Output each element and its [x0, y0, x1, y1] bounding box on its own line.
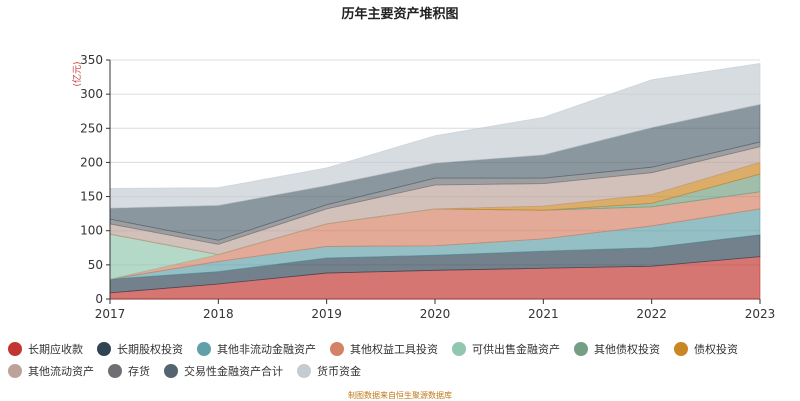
legend-item[interactable]: 其他债权投资	[574, 341, 660, 357]
area-series	[109, 62, 761, 300]
legend-item[interactable]: 其他流动资产	[8, 363, 94, 379]
legend-swatch	[574, 342, 588, 356]
y-tick-label: 300	[80, 87, 103, 101]
y-tick-label: 0	[95, 292, 103, 306]
y-tick-label: 150	[80, 190, 103, 204]
legend-label: 其他流动资产	[28, 365, 94, 378]
legend-item[interactable]: 其他非流动金融资产	[197, 341, 316, 357]
legend-label: 长期股权投资	[117, 343, 183, 356]
legend-item[interactable]: 长期应收款	[8, 341, 83, 357]
area-series-10	[109, 62, 761, 209]
x-tick-label: 2020	[420, 307, 451, 321]
legend-row: 长期应收款 长期股权投资 其他非流动金融资产 其他权益工具投资 可供出售金融资产 其他债权…	[8, 338, 798, 360]
legend-label: 交易性金融资产合计	[184, 365, 283, 378]
legend-swatch	[164, 364, 178, 378]
axes: 0 50 100 150 200 250 300 350 2017 2018 2019 2020 202…	[80, 53, 775, 321]
x-tick-label: 2017	[95, 307, 126, 321]
legend-swatch	[674, 342, 688, 356]
legend-label: 其他非流动金融资产	[217, 343, 316, 356]
x-tick-label: 2023	[745, 307, 776, 321]
legend-swatch	[8, 364, 22, 378]
legend-swatch	[108, 364, 122, 378]
legend-label: 货币资金	[317, 365, 361, 378]
legend-swatch	[452, 342, 466, 356]
legend: 长期应收款 长期股权投资 其他非流动金融资产 其他权益工具投资 可供出售金融资产 其他债权…	[8, 338, 798, 382]
legend-label: 可供出售金融资产	[472, 343, 560, 356]
legend-label: 其他债权投资	[594, 343, 660, 356]
chart-title: 历年主要资产堆积图	[341, 7, 459, 22]
y-tick-label: 200	[80, 155, 103, 169]
legend-swatch	[97, 342, 111, 356]
legend-label: 其他权益工具投资	[350, 343, 438, 356]
legend-item[interactable]: 货币资金	[297, 363, 361, 379]
x-tick-label: 2022	[636, 307, 667, 321]
y-tick-label: 350	[80, 53, 103, 67]
legend-item[interactable]: 交易性金融资产合计	[164, 363, 283, 379]
x-tick-label: 2018	[203, 307, 234, 321]
legend-item[interactable]: 可供出售金融资产	[452, 341, 560, 357]
legend-row: 其他流动资产 存货 交易性金融资产合计 货币资金	[8, 360, 798, 382]
y-tick-label: 100	[80, 224, 103, 238]
legend-item[interactable]: 存货	[108, 363, 150, 379]
y-tick-label: 250	[80, 121, 103, 135]
y-tick-label: 50	[88, 258, 103, 272]
legend-item[interactable]: 债权投资	[674, 341, 738, 357]
legend-label: 存货	[128, 365, 150, 378]
x-tick-label: 2019	[311, 307, 342, 321]
legend-swatch	[8, 342, 22, 356]
legend-swatch	[197, 342, 211, 356]
legend-swatch	[330, 342, 344, 356]
legend-label: 长期应收款	[28, 343, 83, 356]
legend-label: 债权投资	[694, 343, 738, 356]
source-note: 制图数据来自恒生聚源数据库	[348, 391, 452, 400]
legend-item[interactable]: 其他权益工具投资	[330, 341, 438, 357]
legend-swatch	[297, 364, 311, 378]
y-axis-label: (亿元)	[71, 61, 83, 86]
x-tick-label: 2021	[528, 307, 559, 321]
legend-item[interactable]: 长期股权投资	[97, 341, 183, 357]
